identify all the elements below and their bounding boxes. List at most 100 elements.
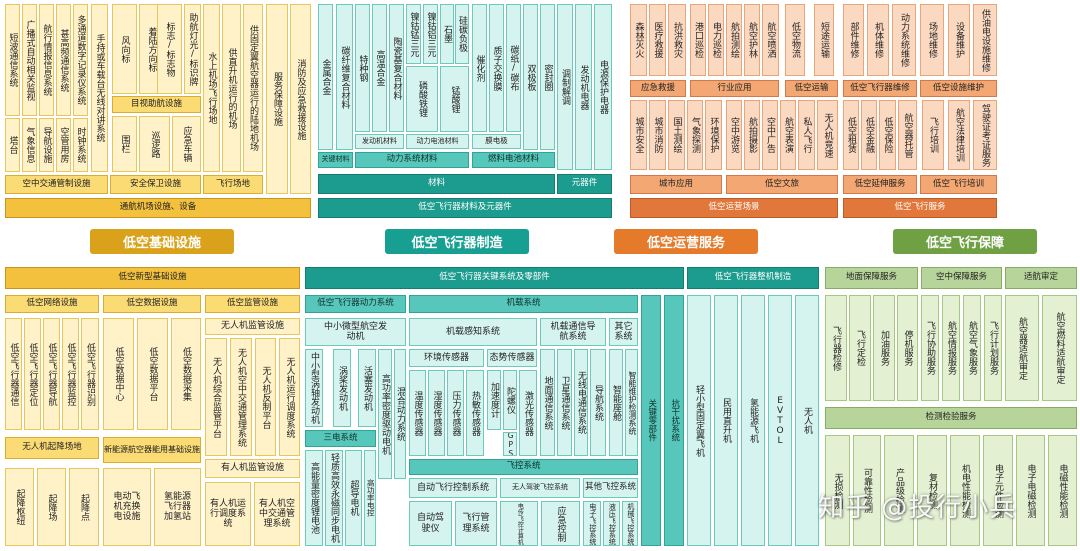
- sub-state-sensor: 态势传感器: [487, 349, 537, 367]
- leaf-hydraulic-control: 液压飞控系统: [603, 501, 620, 546]
- leaf-data-collect: 低空数据采集: [171, 318, 201, 430]
- leaf-autopilot: 自动驾驶仪: [409, 501, 452, 546]
- leaf-service-facility: 服务保障设施: [266, 4, 288, 194]
- leaf-aerial-photo: 航拍摄影: [744, 100, 760, 170]
- cat-uav-regulation: 无人机监管设施: [205, 318, 300, 335]
- leaf-li-battery: 高能量密度锂电池: [305, 450, 323, 546]
- leaf-gyroscope: 陀螺仪: [503, 370, 517, 430]
- leaf-electronic-test: 电子元件检测: [983, 435, 1013, 546]
- leaf-electromech-test: 机电性能检测: [950, 435, 980, 546]
- leaf-leasing: 低空租赁: [843, 100, 859, 170]
- leaf-ground-comm: 地面通信系统: [540, 349, 555, 456]
- bar-ops-scenario: 低空运营场景: [630, 198, 838, 218]
- leaf-tower: 塔台: [5, 118, 20, 172]
- leaf-fuel-airworthiness: 航空燃料适航审定: [1042, 295, 1077, 401]
- cat-security-facility: 安全保卫设施: [110, 175, 201, 194]
- leaf-charging: 电动飞机充换电设施: [103, 468, 151, 546]
- sys-comm-nav: 机载通信导航系统: [540, 318, 606, 346]
- bar-key-systems: 低空飞行器关键系统及零部件: [305, 267, 684, 289]
- leaf-net-position: 低空飞行器定位: [24, 318, 41, 430]
- leaf-ncm: 镍钴锰三元: [406, 4, 421, 64]
- leaf-smart-maintenance: 智能维护检测系统: [625, 349, 638, 456]
- leaf-landing-point: 起降点: [69, 468, 99, 546]
- leaf-bipolar-plate: 双极板: [523, 4, 538, 150]
- leaf-laser-sensor: 激光传感器: [519, 370, 537, 456]
- leaf-air-ad: 空中广告: [762, 100, 778, 170]
- leaf-data-platform: 低空数据平台: [137, 318, 168, 430]
- cat-aircraft-repair: 低空飞行器维修: [843, 80, 917, 97]
- fc-unmanned: 无人驾驶飞控系统: [500, 478, 580, 498]
- header-aircraft-manufacturing: 低空飞行器制造: [385, 229, 529, 254]
- cat-engine-material: 发动机材料: [355, 134, 404, 149]
- cat-anti-jamming: 抗干扰系统: [664, 295, 684, 546]
- leaf-humid-sensor: 湿度传感器: [428, 370, 445, 456]
- cat-inspection: 检测检验服务: [825, 407, 1077, 429]
- leaf-ads-b: 广播式自动相关监视: [22, 4, 37, 116]
- leaf-si-c-anode: 硅碳负极: [455, 4, 469, 64]
- leaf-drone-racing: 无人机竞速: [817, 100, 838, 170]
- leaf-vhf: 甚高频通信系统: [56, 4, 71, 116]
- leaf-air-tour: 空中游览: [726, 100, 742, 170]
- whole-fixed-wing: 轻小型固定翼飞机: [687, 295, 711, 546]
- whole-drone: 无人机: [795, 295, 819, 546]
- whole-hydrogen-plane: 氢能源飞机: [741, 295, 765, 546]
- leaf-uav-platform: 无人机综合监管平台: [205, 338, 227, 456]
- cat-industry-app: 行业应用: [690, 80, 779, 97]
- leaf-env-protect: 环境保护: [705, 100, 722, 170]
- cat-low-culture-tour: 低空文旅: [726, 175, 838, 194]
- header-flight-support: 低空飞行保障: [893, 229, 1037, 254]
- leaf-port-inspect: 港口巡检: [690, 4, 706, 76]
- leaf-hp-controller: 高功率电控: [364, 450, 376, 546]
- cat-fuel-cell-material: 燃料电池材料: [472, 152, 555, 168]
- leaf-flight-training: 飞行培训: [922, 100, 944, 170]
- cat-onboard-system: 机载系统: [409, 295, 638, 313]
- sys-small-engine: 中小微型航空发动机: [305, 318, 406, 346]
- leaf-aerial-spray: 航空喷洒: [762, 4, 779, 76]
- leaf-flight-assist: 飞行协助服务: [921, 295, 939, 401]
- leaf-periodic-check: 飞行定检: [849, 295, 871, 401]
- leaf-hp-motor: 高功率密度驱动电机: [378, 349, 392, 479]
- leaf-lights: 助航灯光/标识牌: [184, 4, 201, 94]
- cat-battery-material: 动力电池材料: [406, 134, 469, 149]
- cat-air-support: 空中保障服务: [921, 267, 1002, 289]
- leaf-weather: 气象信息: [22, 118, 37, 172]
- leaf-pressure-sensor: 压力传感器: [447, 370, 464, 456]
- leaf-nav-system: 导航系统: [590, 349, 606, 456]
- leaf-manned-dispatch: 有人机运行调度系统: [205, 482, 251, 546]
- leaf-hf-comm: 短波通信系统: [5, 4, 20, 116]
- leaf-data-center: 低空数据中心: [103, 318, 134, 430]
- leaf-catalyst: 催化剂: [472, 4, 487, 132]
- leaf-flight-plan: 飞行计划服务: [984, 295, 1002, 401]
- leaf-field-repair: 场地维修: [920, 4, 944, 76]
- leaf-part-repair: 部件维修: [843, 4, 864, 76]
- leaf-carbon-paper: 碳纸/碳布: [506, 4, 521, 132]
- cat-extended-service: 低空延伸服务: [843, 175, 917, 194]
- leaf-fence: 围栏: [112, 116, 137, 172]
- cat-emergency-rescue: 应急救援: [630, 80, 686, 97]
- header-infrastructure: 低空基础设施: [90, 229, 234, 254]
- leaf-radio-comm: 无线电通信系统: [574, 349, 588, 456]
- whole-evtol: EVTOL: [768, 295, 792, 546]
- leaf-pm-motor: 轻质高效永磁同步电机: [325, 450, 343, 546]
- leaf-airframe-repair: 机体维修: [867, 4, 889, 76]
- leaf-refuel: 加油服务: [873, 295, 895, 401]
- leaf-private-flight: 私人飞行: [798, 100, 815, 170]
- cat-atc-facility: 空中交通管制设施: [5, 175, 108, 194]
- leaf-manned-traffic: 有人机空中交通管理系统: [254, 482, 300, 546]
- leaf-hydrogen: 氢能源飞行器加氢站: [154, 468, 201, 546]
- leaf-e-flight-control: 电子飞控系统: [583, 501, 601, 546]
- leaf-uav-counter: 无人机反制平台: [255, 338, 276, 456]
- leaf-law-training: 航空法律培训: [948, 100, 970, 170]
- cat-flight-training: 低空飞行培训: [920, 175, 997, 194]
- leaf-aircraft-overhaul: 飞行器检修: [825, 295, 847, 401]
- leaf-special-steel: 特种钢: [355, 4, 370, 132]
- leaf-em-test: 电子电磁检测: [1016, 435, 1045, 546]
- leaf-aircraft-airworthiness: 航空器适航审定: [1005, 295, 1039, 401]
- leaf-carbon-fiber: 碳纤维复合材料: [336, 4, 353, 150]
- leaf-equip-maint: 设备维护: [948, 4, 970, 76]
- leaf-atc-room: 空管用房: [56, 118, 71, 172]
- leaf-emergency-vehicle: 应急车辆: [172, 116, 201, 172]
- leaf-fms: 飞行管理系统: [455, 501, 497, 546]
- cat-new-energy: 新能源航空器能用基础设施: [103, 437, 201, 463]
- leaf-pem: 质子交换膜: [489, 4, 504, 132]
